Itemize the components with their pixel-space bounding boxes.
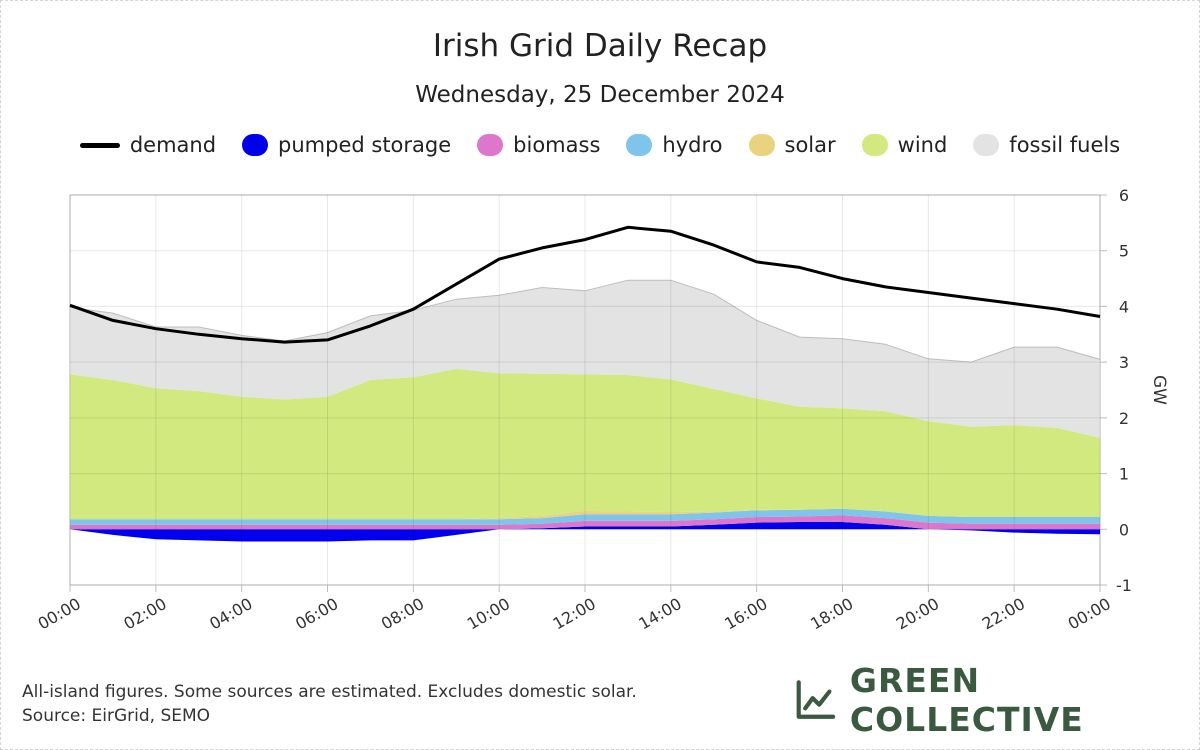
legend-item-wind[interactable]: wind: [861, 133, 948, 157]
legend-label-biomass: biomass: [513, 133, 601, 157]
y-tick-label: 4: [1119, 297, 1129, 316]
legend-item-hydro[interactable]: hydro: [626, 133, 723, 157]
legend-swatch-wind: [861, 134, 888, 156]
x-tick-label: 14:00: [635, 594, 684, 634]
y-tick-label: 5: [1119, 242, 1129, 261]
chart-footnote: All-island figures. Some sources are est…: [22, 680, 637, 728]
footnote-source: Source: EirGrid, SEMO: [22, 706, 211, 726]
brand-logo: GREEN COLLECTIVE: [795, 661, 1200, 739]
x-tick-label: 16:00: [721, 594, 770, 634]
area-pumped-storage: [70, 522, 1100, 542]
legend-swatch-hydro: [626, 134, 653, 156]
y-tick-label: 6: [1119, 186, 1129, 205]
legend-item-demand[interactable]: demand: [79, 133, 217, 157]
legend-item-fossil-fuels[interactable]: fossil fuels: [973, 133, 1120, 157]
x-tick-label: 10:00: [464, 594, 513, 634]
x-tick-label: 22:00: [979, 594, 1028, 634]
legend-label-wind: wind: [897, 133, 948, 157]
x-tick-label: 00:00: [35, 594, 84, 634]
legend-swatch-biomass: [477, 134, 504, 156]
x-tick-label: 20:00: [893, 594, 942, 634]
legend-label-pumped-storage: pumped storage: [278, 133, 452, 157]
y-tick-label: 2: [1119, 409, 1129, 428]
line-chart-icon: [796, 680, 836, 719]
legend-item-biomass[interactable]: biomass: [477, 133, 600, 157]
area-biomass: [70, 515, 1100, 530]
brand-name: GREEN COLLECTIVE: [849, 661, 1084, 739]
legend-label-fossil-fuels: fossil fuels: [1009, 133, 1121, 157]
legend-swatch-demand: [79, 142, 120, 148]
chart-title: Irish Grid Daily Recap: [432, 28, 768, 64]
legend-label-demand: demand: [129, 133, 217, 157]
chart-subtitle: Wednesday, 25 December 2024: [415, 82, 785, 108]
chart-legend: demand pumped storage biomass hydro sola…: [0, 128, 1200, 162]
legend-item-pumped-storage[interactable]: pumped storage: [242, 133, 451, 157]
x-tick-label: 06:00: [292, 594, 341, 634]
area-hydro: [70, 508, 1100, 525]
line-demand: [69, 225, 1101, 344]
y-tick-label: 1: [1119, 465, 1129, 484]
legend-swatch-solar: [748, 134, 775, 156]
legend-swatch-fossil-fuels: [973, 134, 1000, 156]
legend-label-hydro: hydro: [662, 133, 723, 157]
area-wind: [70, 368, 1100, 520]
y-tick-label: 3: [1119, 353, 1129, 372]
legend-item-solar[interactable]: solar: [748, 133, 836, 157]
y-axis-title: GW: [1149, 375, 1169, 405]
area-fossil-fuels: [70, 280, 1100, 438]
x-tick-label: 00:00: [1065, 594, 1114, 634]
footnote-scope: All-island figures. Some sources are est…: [22, 682, 637, 702]
x-tick-label: 18:00: [807, 594, 856, 634]
x-tick-label: 12:00: [550, 594, 599, 634]
x-tick-label: 08:00: [378, 594, 427, 634]
y-tick-label: -1: [1116, 576, 1132, 595]
legend-label-solar: solar: [784, 133, 836, 157]
y-tick-label: 0: [1119, 520, 1129, 539]
area-solar: [70, 508, 1100, 520]
legend-swatch-pumped-storage: [242, 134, 269, 156]
x-tick-label: 02:00: [120, 594, 169, 634]
x-tick-label: 04:00: [206, 594, 255, 634]
outline-fossil-fuels: [69, 279, 1101, 363]
